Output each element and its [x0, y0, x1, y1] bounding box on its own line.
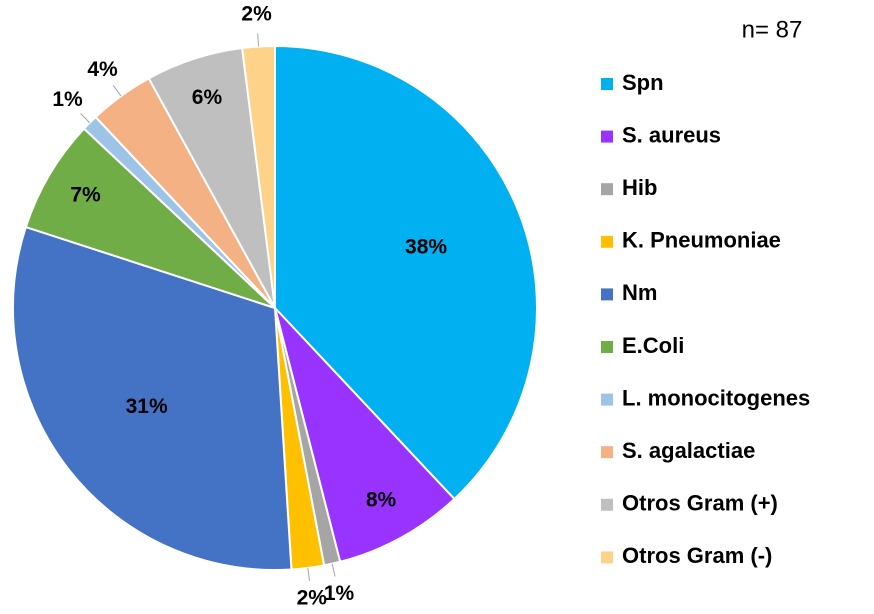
legend-label: Otros Gram (+)	[622, 491, 778, 516]
annotation: n= 87	[742, 16, 803, 43]
legend-label: K. Pneumoniae	[622, 228, 781, 253]
value-label: 4%	[87, 58, 118, 81]
legend-swatch	[601, 551, 613, 564]
legend-swatch	[601, 393, 613, 406]
leader-line	[257, 33, 260, 47]
legend-swatch	[601, 183, 613, 196]
value-label: 2%	[241, 3, 272, 26]
legend-swatch	[601, 341, 613, 353]
legend-label: S. aureus	[622, 122, 721, 147]
leader-line	[80, 113, 91, 124]
value-label: 8%	[366, 488, 397, 511]
leader-line	[307, 567, 310, 581]
pie-slice	[12, 225, 293, 571]
value-label: 38%	[405, 236, 447, 259]
legend-swatch	[601, 446, 613, 459]
legend-label: Nm	[622, 280, 657, 305]
leader-line	[112, 85, 122, 97]
value-label: 1%	[324, 582, 355, 605]
pie-slice	[24, 127, 276, 309]
value-label: 1%	[52, 88, 83, 111]
legend-swatch	[601, 235, 613, 248]
value-label: 31%	[126, 395, 168, 418]
legend-swatch	[601, 288, 613, 301]
pie-slice	[274, 307, 456, 563]
legend-swatch	[601, 498, 613, 511]
value-label: 6%	[192, 86, 223, 109]
legend-label: E.Coli	[622, 333, 684, 358]
value-label: 7%	[70, 184, 101, 207]
legend-label: S. agalactiae	[622, 438, 755, 463]
legend-label: Otros Gram (-)	[622, 543, 772, 568]
legend-swatch	[601, 78, 613, 90]
legend-label: Spn	[622, 70, 664, 95]
value-label: 2%	[297, 587, 328, 610]
legend-label: Hib	[622, 175, 657, 200]
legend-swatch	[601, 130, 613, 143]
leader-line	[331, 563, 336, 577]
legend-label: L. monocitogenes	[622, 385, 810, 410]
pie-slice	[274, 44, 538, 501]
